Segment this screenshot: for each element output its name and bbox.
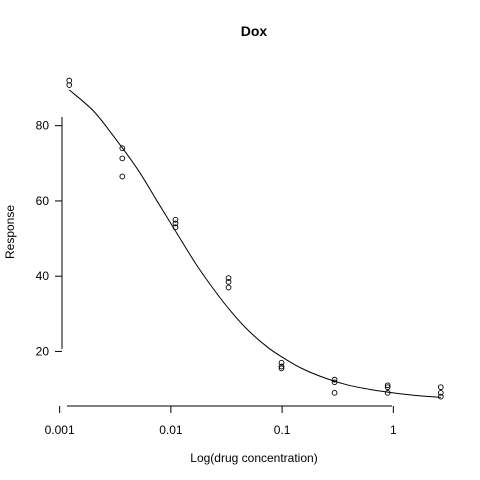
data-point [437,389,444,396]
data-point [384,384,391,391]
data-point [225,278,232,285]
data-point [384,382,391,389]
data-point [172,216,179,223]
chart-title: Dox [241,23,268,39]
data-point [172,224,179,231]
data-point [331,379,338,386]
data-point [331,389,338,396]
data-point [278,363,285,370]
data-point [119,155,126,162]
x-axis-label: Log(drug concentration) [190,451,317,465]
data-point [278,359,285,366]
data-point [437,384,444,391]
y-tick-label: 60 [36,194,50,208]
y-axis-label: Response [3,205,17,259]
data-point [437,393,444,400]
data-point [119,145,126,152]
x-tick-label: 1 [390,423,397,437]
y-tick-label: 20 [36,344,50,358]
data-point [384,389,391,396]
data-point [172,220,179,227]
x-axis-ticks: 0.001 0.01 0.1 1 [45,406,397,437]
data-point [225,284,232,291]
x-tick-label: 0.001 [45,423,75,437]
y-axis-ticks: 20 40 60 80 [36,119,62,358]
y-tick-label: 80 [36,119,50,133]
data-point [225,275,232,281]
x-tick-label: 0.1 [274,423,291,437]
data-points [66,77,444,400]
y-tick-label: 40 [36,269,50,283]
data-point [119,173,126,180]
data-point [278,365,285,372]
fitted-curve [68,89,441,398]
x-tick-label: 0.01 [159,423,183,437]
data-point [66,82,73,88]
data-point [331,376,338,383]
